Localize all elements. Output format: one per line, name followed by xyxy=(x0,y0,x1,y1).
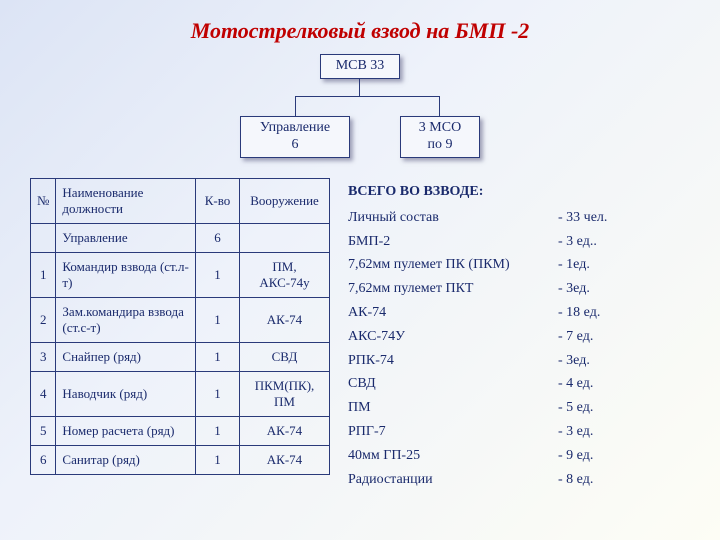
summary-value: - 3ед. xyxy=(558,349,690,373)
cell-arm: АК-74 xyxy=(240,417,330,446)
cell-qty: 1 xyxy=(196,253,240,298)
org-chart: МСВ 33 Управление 6 3 МСО по 9 xyxy=(200,54,520,164)
org-right-l1: 3 МСО xyxy=(409,120,471,137)
table-row: 6Санитар (ряд)1АК-74 xyxy=(31,446,330,475)
table-row: 3Снайпер (ряд)1СВД xyxy=(31,343,330,372)
cell-arm: СВД xyxy=(240,343,330,372)
cell-num: 4 xyxy=(31,372,56,417)
page-title: Мотострелковый взвод на БМП -2 xyxy=(30,18,690,44)
org-line xyxy=(359,78,360,96)
table-row: 4Наводчик (ряд)1ПКМ(ПК), ПМ xyxy=(31,372,330,417)
cell-num: 5 xyxy=(31,417,56,446)
cell-qty: 1 xyxy=(196,417,240,446)
summary-row: Личный состав- 33 чел. xyxy=(348,206,690,230)
summary-row: ПМ- 5 ед. xyxy=(348,396,690,420)
sub-qty: 6 xyxy=(196,224,240,253)
summary-block: ВСЕГО ВО ВЗВОДЕ: Личный состав- 33 чел.Б… xyxy=(348,178,690,491)
th-qty: К-во xyxy=(196,179,240,224)
summary-value: - 33 чел. xyxy=(558,206,690,230)
cell-arm: ПМ, АКС-74у xyxy=(240,253,330,298)
org-line xyxy=(295,96,296,116)
summary-label: БМП-2 xyxy=(348,230,558,254)
table-row: 2Зам.командира взвода (ст.с-т)1АК-74 xyxy=(31,298,330,343)
summary-label: 7,62мм пулемет ПК (ПКМ) xyxy=(348,253,558,277)
table-row: 5Номер расчета (ряд)1АК-74 xyxy=(31,417,330,446)
sub-num xyxy=(31,224,56,253)
cell-num: 2 xyxy=(31,298,56,343)
summary-row: РПГ-7- 3 ед. xyxy=(348,420,690,444)
cell-num: 1 xyxy=(31,253,56,298)
org-left-l2: 6 xyxy=(249,137,341,154)
summary-row: РПК-74- 3ед. xyxy=(348,349,690,373)
summary-row: 40мм ГП-25- 9 ед. xyxy=(348,444,690,468)
org-box-left: Управление 6 xyxy=(240,116,350,158)
th-name: Наименование должности xyxy=(56,179,196,224)
org-box-right: 3 МСО по 9 xyxy=(400,116,480,158)
cell-num: 6 xyxy=(31,446,56,475)
th-num: № xyxy=(31,179,56,224)
org-top-label: МСВ 33 xyxy=(336,58,385,73)
summary-value: - 3 ед.. xyxy=(558,230,690,254)
th-arm: Вооружение xyxy=(240,179,330,224)
summary-label: Личный состав xyxy=(348,206,558,230)
org-line xyxy=(295,96,440,97)
cell-name: Снайпер (ряд) xyxy=(56,343,196,372)
summary-label: Радиостанции xyxy=(348,468,558,492)
cell-num: 3 xyxy=(31,343,56,372)
summary-value: - 5 ед. xyxy=(558,396,690,420)
cell-arm: АК-74 xyxy=(240,298,330,343)
summary-title: ВСЕГО ВО ВЗВОДЕ: xyxy=(348,180,690,204)
summary-label: АК-74 xyxy=(348,301,558,325)
cell-name: Санитар (ряд) xyxy=(56,446,196,475)
summary-label: ПМ xyxy=(348,396,558,420)
org-left-l1: Управление xyxy=(249,120,341,137)
cell-name: Наводчик (ряд) xyxy=(56,372,196,417)
org-box-top: МСВ 33 xyxy=(320,54,400,79)
summary-value: - 3 ед. xyxy=(558,420,690,444)
summary-value: - 8 ед. xyxy=(558,468,690,492)
summary-row: Радиостанции- 8 ед. xyxy=(348,468,690,492)
positions-table-block: № Наименование должности К-во Вооружение… xyxy=(30,178,330,491)
summary-value: - 3ед. xyxy=(558,277,690,301)
cell-name: Зам.командира взвода (ст.с-т) xyxy=(56,298,196,343)
cell-name: Номер расчета (ряд) xyxy=(56,417,196,446)
cell-name: Командир взвода (ст.л-т) xyxy=(56,253,196,298)
summary-label: АКС-74У xyxy=(348,325,558,349)
summary-row: АК-74- 18 ед. xyxy=(348,301,690,325)
summary-value: - 4 ед. xyxy=(558,372,690,396)
sub-name: Управление xyxy=(56,224,196,253)
table-row: 1Командир взвода (ст.л-т)1ПМ, АКС-74у xyxy=(31,253,330,298)
cell-qty: 1 xyxy=(196,372,240,417)
summary-label: РПК-74 xyxy=(348,349,558,373)
summary-row: АКС-74У- 7 ед. xyxy=(348,325,690,349)
th-name-l1: Наименование xyxy=(62,185,189,201)
summary-label: 7,62мм пулемет ПКТ xyxy=(348,277,558,301)
summary-value: - 1ед. xyxy=(558,253,690,277)
sub-arm xyxy=(240,224,330,253)
positions-table: № Наименование должности К-во Вооружение… xyxy=(30,178,330,475)
summary-value: - 7 ед. xyxy=(558,325,690,349)
th-name-l2: должности xyxy=(62,201,189,217)
summary-label: 40мм ГП-25 xyxy=(348,444,558,468)
summary-value: - 9 ед. xyxy=(558,444,690,468)
summary-row: 7,62мм пулемет ПК (ПКМ)- 1ед. xyxy=(348,253,690,277)
cell-qty: 1 xyxy=(196,298,240,343)
cell-qty: 1 xyxy=(196,446,240,475)
cell-arm: ПКМ(ПК), ПМ xyxy=(240,372,330,417)
summary-row: СВД- 4 ед. xyxy=(348,372,690,396)
summary-row: 7,62мм пулемет ПКТ- 3ед. xyxy=(348,277,690,301)
org-line xyxy=(439,96,440,116)
summary-row: БМП-2- 3 ед.. xyxy=(348,230,690,254)
summary-label: СВД xyxy=(348,372,558,396)
summary-label: РПГ-7 xyxy=(348,420,558,444)
cell-arm: АК-74 xyxy=(240,446,330,475)
summary-value: - 18 ед. xyxy=(558,301,690,325)
org-right-l2: по 9 xyxy=(409,137,471,154)
cell-qty: 1 xyxy=(196,343,240,372)
